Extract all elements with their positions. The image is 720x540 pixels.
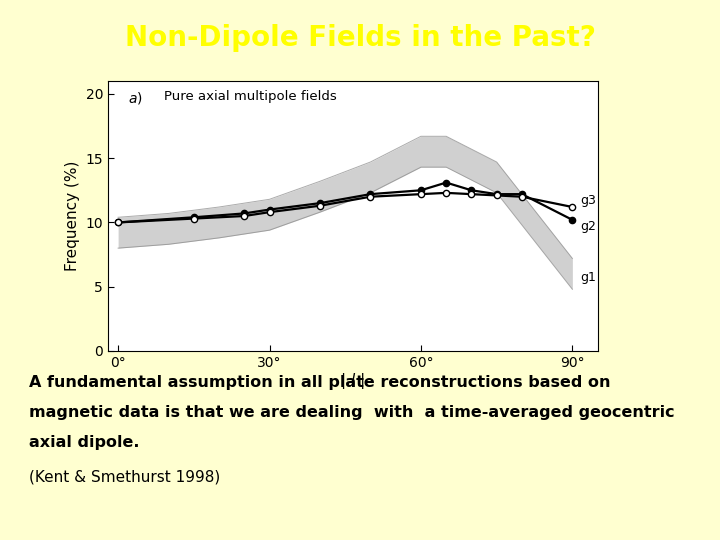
Text: g1: g1 xyxy=(580,271,596,284)
Text: A fundamental assumption in all plate reconstructions based on: A fundamental assumption in all plate re… xyxy=(29,375,611,390)
X-axis label: | l |: | l | xyxy=(341,373,365,389)
Y-axis label: Frequency (%): Frequency (%) xyxy=(65,161,80,271)
Text: g3: g3 xyxy=(580,194,596,207)
Text: g2: g2 xyxy=(580,220,596,233)
Text: $a)$: $a)$ xyxy=(128,90,143,106)
Text: Non-Dipole Fields in the Past?: Non-Dipole Fields in the Past? xyxy=(125,24,595,52)
Text: axial dipole.: axial dipole. xyxy=(29,435,139,450)
Text: magnetic data is that we are dealing  with  a time-averaged geocentric: magnetic data is that we are dealing wit… xyxy=(29,405,675,420)
Text: Pure axial multipole fields: Pure axial multipole fields xyxy=(163,90,336,103)
Text: (Kent & Smethurst 1998): (Kent & Smethurst 1998) xyxy=(29,470,220,485)
